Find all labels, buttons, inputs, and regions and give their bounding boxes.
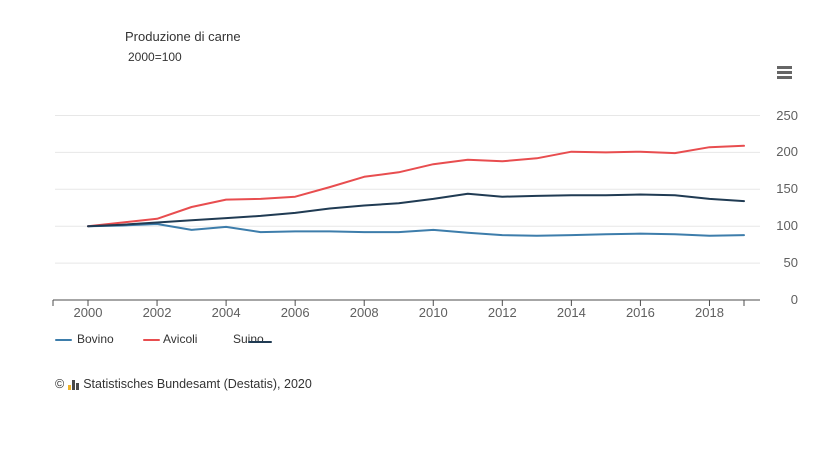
y-axis-label: 0 — [790, 292, 798, 307]
x-axis-label: 2014 — [556, 305, 586, 320]
x-axis-label: 2006 — [280, 305, 310, 320]
x-axis-label: 2016 — [625, 305, 655, 320]
x-axis-label: 2000 — [73, 305, 103, 320]
y-axis-label: 200 — [776, 144, 798, 160]
x-axis-label: 2002 — [142, 305, 172, 320]
x-axis-label: 2012 — [487, 305, 517, 320]
legend-marker-avicoli — [143, 339, 160, 341]
x-axis-label: 2004 — [211, 305, 241, 320]
destatis-bar-chart-icon — [68, 379, 80, 390]
series-line-avicoli — [87, 144, 745, 228]
legend-item-bovino[interactable]: Bovino — [77, 332, 114, 346]
credits-text: Statistisches Bundesamt (Destatis), 2020 — [83, 377, 312, 391]
x-axis-label: 2008 — [349, 305, 379, 320]
y-axis-label: 150 — [776, 181, 798, 197]
legend-item-suino[interactable]: Suino — [233, 332, 264, 346]
series-line-bovino — [87, 223, 745, 237]
y-axis-label: 250 — [776, 107, 798, 123]
copyright-symbol: © — [55, 377, 65, 391]
legend-marker-suino — [248, 341, 272, 343]
chart-subtitle: 2000=100 — [128, 50, 182, 64]
chart-title: Produzione di carne — [125, 29, 241, 44]
x-axis-label: 2010 — [418, 305, 448, 320]
legend-marker-bovino — [55, 339, 72, 341]
credits: © Statistisches Bundesamt (Destatis), 20… — [55, 377, 312, 391]
series-line-suino — [87, 192, 745, 228]
hamburger-menu-icon[interactable] — [777, 64, 797, 80]
y-axis-label: 50 — [783, 255, 798, 271]
x-axis-label: 2018 — [695, 305, 724, 320]
y-axis-label: 100 — [776, 218, 798, 234]
legend-item-avicoli[interactable]: Avicoli — [163, 332, 198, 346]
